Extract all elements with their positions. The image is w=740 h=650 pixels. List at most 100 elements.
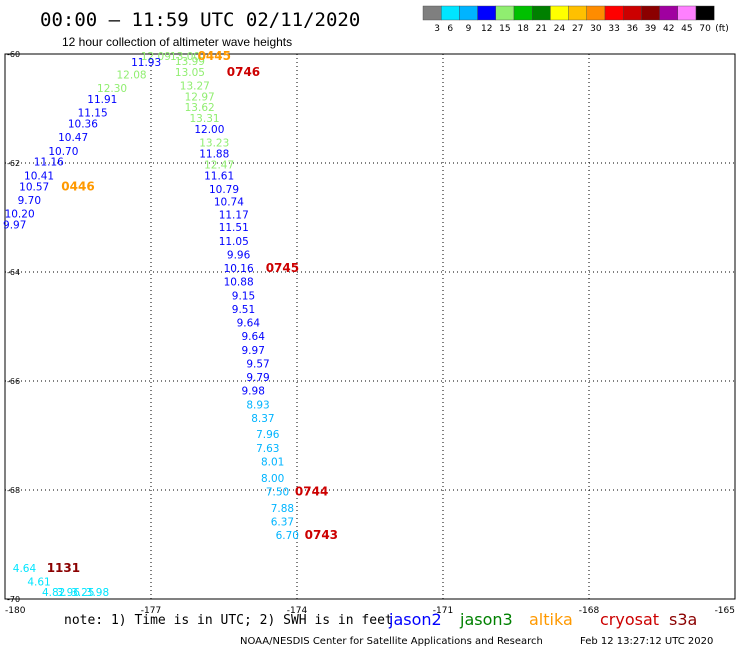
satellite-legend-item: jason2 <box>388 610 442 629</box>
wave-height-point: 13.31 <box>190 113 220 125</box>
color-scale-swatch <box>532 5 551 21</box>
wave-height-point: 3.98 <box>86 587 109 599</box>
color-scale-swatch <box>477 5 497 21</box>
grid-lines <box>5 54 735 599</box>
wave-height-point: 7.96 <box>256 429 280 441</box>
wave-height-point: 11.51 <box>219 222 249 234</box>
color-scale-swatch <box>513 5 533 21</box>
wave-height-point: 11.93 <box>131 57 161 69</box>
wave-height-point: 11.16 <box>34 157 64 169</box>
color-scale-label: 39 <box>645 24 657 34</box>
color-scale-swatch <box>568 5 587 21</box>
color-scale-label: 9 <box>466 24 472 34</box>
color-scale-label: 45 <box>681 24 692 34</box>
wave-height-point: 13.27 <box>180 80 210 92</box>
wave-height-point: 7.63 <box>256 443 279 455</box>
color-scale-label: 21 <box>536 24 547 34</box>
wave-height-point: 4.82 <box>42 587 65 599</box>
chart-subtitle: 12 hour collection of altimeter wave hei… <box>62 35 292 49</box>
wave-height-point: 9.96 <box>227 249 251 261</box>
wave-height-point: 9.98 <box>242 386 265 398</box>
wave-height-point: 12.08 <box>117 70 147 82</box>
color-scale-swatch <box>422 5 442 21</box>
x-tick-label: -174 <box>287 606 308 616</box>
color-scale-swatch <box>695 5 715 21</box>
color-scale-swatch <box>659 5 678 21</box>
wave-height-point: 10.57 <box>19 181 49 193</box>
axis-tick-labels: -180 -177 -174 -171 -168 -165 -60 -62 -64 -66 -68 -… <box>5 50 735 616</box>
y-tick-label: -60 <box>7 50 20 59</box>
satellite-legend-item: altika <box>529 610 573 629</box>
wave-height-point: 9.97 <box>3 219 26 231</box>
wave-height-point: 9.15 <box>232 290 255 302</box>
y-tick-label: -66 <box>7 377 20 386</box>
color-scale-label: 12 <box>481 24 492 34</box>
wave-height-point: 11.15 <box>78 108 108 120</box>
plot-area: -180 -177 -174 -171 -168 -165 -60 -62 -64 -66 -68 -… <box>3 49 736 616</box>
wave-height-point: 10.74 <box>214 197 244 209</box>
color-scale-label: 42 <box>663 24 674 34</box>
wave-height-point: 9.64 <box>242 331 266 343</box>
wave-height-point: 6.37 <box>271 516 294 528</box>
y-tick-label: -70 <box>7 595 20 604</box>
pass-time-label: 1131 <box>47 561 80 575</box>
color-scale-swatch <box>586 5 606 21</box>
y-tick-label: -62 <box>7 159 20 168</box>
wave-height-point: 4.64 <box>13 563 37 575</box>
color-scale-label: 27 <box>572 24 583 34</box>
wave-height-point: 10.47 <box>58 132 88 144</box>
time-annotations: 0445 0746 0446 0745 0744 0743 1131 <box>47 49 338 575</box>
color-scale-swatch <box>604 5 624 21</box>
wave-height-point: 9.51 <box>232 304 255 316</box>
wave-height-point: 10.20 <box>5 209 35 221</box>
wave-height-point: 7.50 <box>266 486 289 498</box>
satellite-legend-item: s3a <box>669 610 697 629</box>
wave-height-point: 13.05 <box>175 67 205 79</box>
chart-title: 00:00 – 11:59 UTC 02/11/2020 <box>40 9 360 31</box>
wave-height-point: 10.79 <box>209 184 239 196</box>
wave-height-point: 12.09 <box>141 51 171 63</box>
y-tick-label: -64 <box>7 268 20 277</box>
x-tick-label: -171 <box>433 606 453 616</box>
satellite-legend: jason2 jason3 altika cryosat s3a <box>388 610 697 629</box>
satellite-legend-item: jason3 <box>459 610 513 629</box>
wave-height-point: 13.00 <box>170 51 200 63</box>
pass-time-label: 0445 <box>198 49 231 63</box>
color-scale-swatch <box>550 5 569 21</box>
color-scale-label: 30 <box>590 24 602 34</box>
pass-time-label: 0446 <box>61 179 94 193</box>
wave-height-point: 8.37 <box>251 413 274 425</box>
color-scale-legend: 3 6 9 12 15 18 21 24 27 30 33 36 39 42 45 70 (ft) <box>422 5 729 34</box>
wave-height-point: 7.88 <box>271 503 294 515</box>
color-scale-unit: (ft) <box>715 24 729 34</box>
color-scale-swatch <box>495 5 515 21</box>
x-tick-label: -177 <box>141 606 161 616</box>
pass-time-label: 0743 <box>305 528 338 542</box>
wave-height-point: 8.01 <box>261 456 284 468</box>
wave-height-point: 9.57 <box>246 358 269 370</box>
color-scale-label: 24 <box>554 24 566 34</box>
wave-height-point: 9.97 <box>242 345 265 357</box>
color-scale-swatch <box>459 5 478 21</box>
x-tick-label: -165 <box>715 606 735 616</box>
wave-height-point: 12.00 <box>194 124 224 136</box>
color-scale-swatch <box>641 5 660 21</box>
wave-height-point: 10.41 <box>24 170 54 182</box>
color-scale-swatch <box>623 5 642 21</box>
footer-note: note: 1) Time is in UTC; 2) SWH is in fe… <box>64 613 393 628</box>
wave-height-point: 11.88 <box>199 149 229 161</box>
wave-height-point: 6.70 <box>276 530 299 542</box>
wave-height-point: 10.36 <box>68 119 98 131</box>
color-scale-label: 15 <box>499 24 510 34</box>
wave-height-point: 10.70 <box>48 146 78 158</box>
wave-height-point: 10.16 <box>224 263 254 275</box>
wave-height-point: 11.61 <box>204 170 234 182</box>
color-scale-swatch <box>677 5 697 21</box>
wave-height-point: 12.30 <box>97 83 127 95</box>
footer-timestamp: Feb 12 13:27:12 UTC 2020 <box>580 636 713 647</box>
wave-height-point: 4.61 <box>27 576 50 588</box>
wave-height-point: 3.96 <box>57 587 81 599</box>
x-tick-label: -168 <box>579 606 600 616</box>
